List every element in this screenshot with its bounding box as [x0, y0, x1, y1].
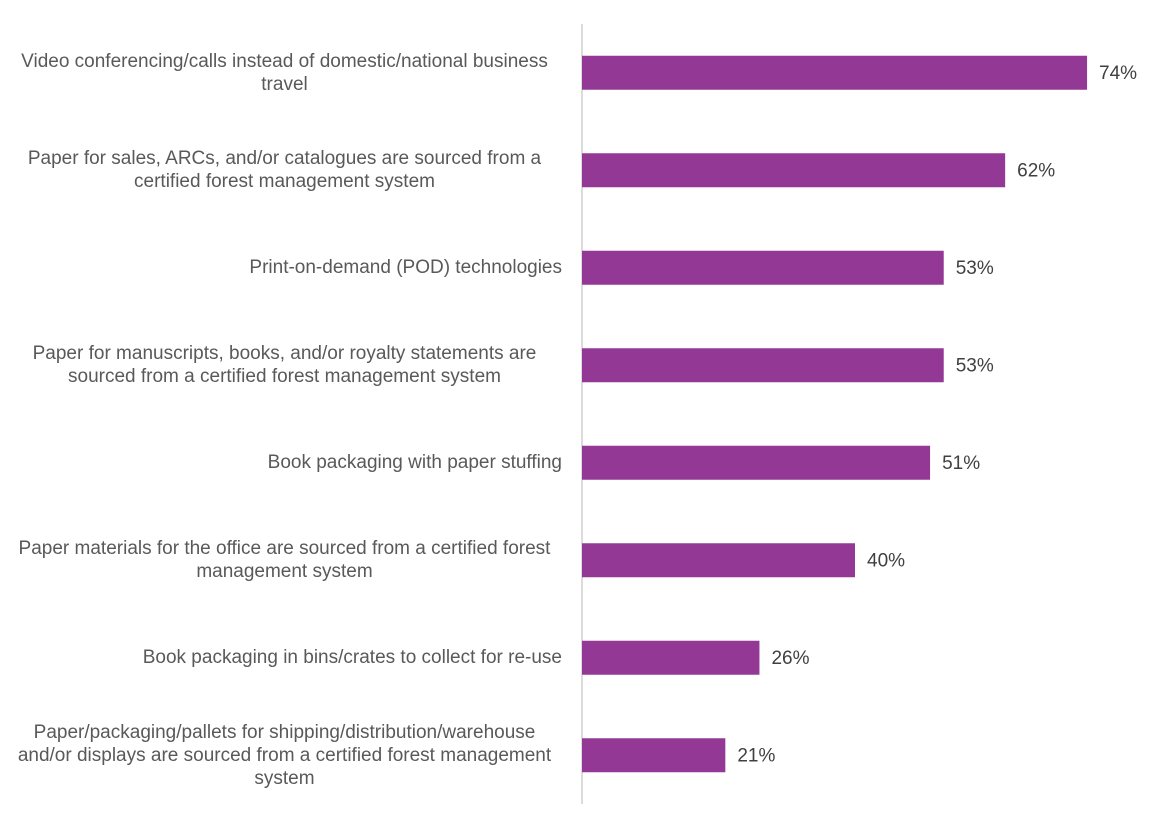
category-label-box: Print-on-demand (POD) technologies	[7, 219, 562, 317]
category-label-box: Paper materials for the office are sourc…	[7, 512, 562, 610]
category-label: Print-on-demand (POD) technologies	[249, 257, 562, 279]
bar	[582, 55, 1088, 90]
category-label: Paper for sales, ARCs, and/or catalogues…	[27, 148, 542, 193]
bar	[582, 348, 944, 383]
bar	[582, 640, 760, 675]
value-label: 53%	[956, 355, 994, 376]
category-label: Paper/packaging/pallets for shipping/dis…	[17, 721, 552, 789]
value-label: 53%	[956, 258, 994, 279]
category-label-box: Book packaging in bins/crates to collect…	[7, 609, 562, 707]
category-label: Video conferencing/calls instead of dome…	[21, 50, 548, 95]
bar	[582, 445, 931, 480]
category-label-box: Video conferencing/calls instead of dome…	[7, 24, 562, 122]
value-label: 40%	[867, 550, 905, 571]
category-label: Paper for manuscripts, books, and/or roy…	[32, 343, 537, 388]
category-label-box: Book packaging with paper stuffing	[7, 414, 562, 512]
bar	[582, 153, 1006, 188]
value-label: 21%	[737, 745, 775, 766]
value-label: 74%	[1099, 63, 1137, 84]
bar	[582, 250, 944, 285]
category-label-box: Paper/packaging/pallets for shipping/dis…	[7, 707, 562, 805]
bar	[582, 543, 855, 578]
category-label: Paper materials for the office are sourc…	[18, 538, 551, 583]
category-label-box: Paper for sales, ARCs, and/or catalogues…	[7, 122, 562, 220]
value-label: 62%	[1017, 160, 1055, 181]
bar	[582, 738, 726, 773]
category-label-box: Paper for manuscripts, books, and/or roy…	[7, 317, 562, 415]
category-label: Book packaging with paper stuffing	[267, 452, 562, 474]
value-label: 26%	[771, 648, 809, 669]
category-label: Book packaging in bins/crates to collect…	[142, 647, 562, 669]
value-label: 51%	[942, 453, 980, 474]
